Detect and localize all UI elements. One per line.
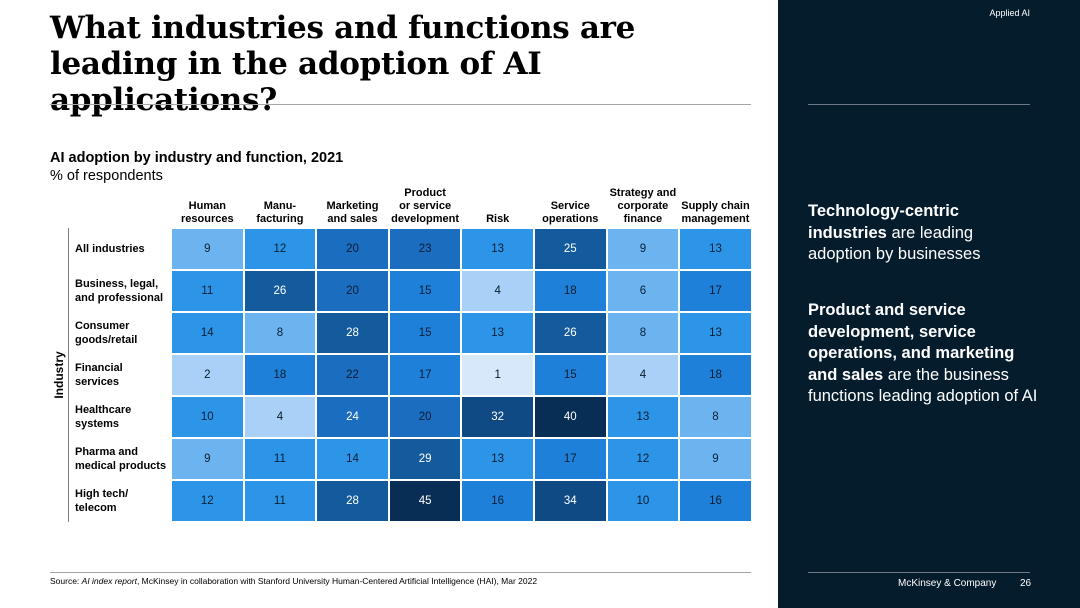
heatmap-cell: 18 — [680, 355, 751, 395]
heatmap-cell: 4 — [607, 355, 679, 395]
key-point-2-rest: are the business functions leading adopt… — [808, 365, 1038, 406]
heatmap-cell: 13 — [462, 229, 533, 269]
row-header: Healthcare systems — [75, 404, 132, 430]
heatmap-cell: 32 — [462, 397, 533, 437]
heatmap-cell: 45 — [389, 481, 461, 521]
heatmap-cell: 13 — [680, 313, 751, 353]
heatmap-cell: 12 — [244, 229, 316, 269]
column-header: Supply chain management — [681, 200, 750, 225]
key-point-1: Technology-centric industries are leadin… — [808, 201, 1038, 266]
heatmap-cell: 8 — [607, 313, 679, 353]
heatmap-cell: 11 — [172, 271, 243, 311]
heatmap-cell: 20 — [317, 271, 388, 311]
heatmap-cell: 4 — [244, 397, 316, 437]
heatmap-cell: 9 — [607, 229, 679, 269]
chart-subtitle: % of respondents — [50, 168, 163, 184]
y-axis-line — [68, 228, 69, 522]
title-divider — [50, 104, 751, 105]
column-header: Service operations — [542, 200, 599, 225]
heatmap-cell: 29 — [389, 439, 461, 479]
heatmap-cell: 15 — [389, 313, 461, 353]
heatmap-cell: 8 — [244, 313, 316, 353]
heatmap-cell: 10 — [172, 397, 243, 437]
heatmap-cell: 13 — [462, 313, 533, 353]
heatmap-cell: 14 — [317, 439, 388, 479]
footer-brand: McKinsey & Company — [898, 578, 997, 589]
heatmap-cell: 16 — [680, 481, 751, 521]
row-header: High tech/ telecom — [75, 488, 129, 514]
key-point-2: Product and service development, service… — [808, 300, 1038, 408]
column-header: Marketing and sales — [326, 200, 379, 225]
heatmap-cell: 10 — [607, 481, 679, 521]
section-tag: Applied AI — [989, 8, 1030, 18]
sidebar-divider-top — [808, 104, 1030, 105]
source-note: Source: AI index report, McKinsey in col… — [50, 576, 537, 586]
heatmap-cell: 11 — [244, 481, 316, 521]
column-header: Human resources — [181, 200, 234, 225]
heatmap-cell: 13 — [607, 397, 679, 437]
key-point-1-rest: are leading adoption by businesses — [808, 223, 981, 264]
heatmap-cell: 28 — [317, 313, 388, 353]
heatmap-cell: 17 — [389, 355, 461, 395]
heatmap-cell: 11 — [244, 439, 316, 479]
row-header: Business, legal, and professional — [75, 278, 164, 304]
heatmap-cell: 18 — [244, 355, 316, 395]
heatmap-cell: 16 — [462, 481, 533, 521]
source-rest: , McKinsey in collaboration with Stanfor… — [136, 576, 538, 586]
sidebar: Applied AI Technology-centric industries… — [778, 0, 1080, 608]
heatmap-cell: 1 — [462, 355, 533, 395]
heatmap-cell: 26 — [244, 271, 316, 311]
source-prefix: Source: — [50, 576, 82, 586]
heatmap-cell: 17 — [535, 439, 606, 479]
column-header: Risk — [486, 213, 510, 225]
source-report: AI index report — [81, 576, 137, 586]
heatmap-cell: 6 — [607, 271, 679, 311]
sidebar-divider-bottom — [808, 572, 1030, 573]
column-header: Strategy and corporate finance — [609, 187, 677, 225]
key-point-2-bold: Product and service development, service… — [808, 301, 1015, 384]
heatmap-cell: 15 — [389, 271, 461, 311]
column-header: Product or service development — [391, 187, 460, 225]
heatmap-cell: 20 — [389, 397, 461, 437]
heatmap-cell: 40 — [535, 397, 606, 437]
heatmap-cell: 4 — [462, 271, 533, 311]
heatmap-cell: 25 — [535, 229, 606, 269]
column-header: Manu- facturing — [256, 200, 304, 225]
row-header: All industries — [75, 243, 145, 255]
heatmap-cell: 34 — [535, 481, 606, 521]
row-header: Pharma and medical products — [75, 446, 167, 472]
heatmap-cell: 15 — [535, 355, 606, 395]
heatmap-cell: 20 — [317, 229, 388, 269]
page-title: What industries and functions are leadin… — [50, 10, 636, 118]
heatmap-cell: 17 — [680, 271, 751, 311]
heatmap-cell: 12 — [607, 439, 679, 479]
heatmap-cell: 9 — [680, 439, 751, 479]
heatmap-cell: 24 — [317, 397, 388, 437]
page-number: 26 — [1020, 578, 1032, 589]
heatmap-cell: 13 — [462, 439, 533, 479]
y-axis-label: Industry — [52, 351, 66, 399]
heatmap-cell: 14 — [172, 313, 243, 353]
heatmap-cell: 18 — [535, 271, 606, 311]
heatmap-cell: 22 — [317, 355, 388, 395]
chart-title: AI adoption by industry and function, 20… — [50, 150, 344, 166]
row-header: Consumer goods/retail — [75, 320, 138, 346]
heatmap-cell: 12 — [172, 481, 243, 521]
heatmap-cell: 9 — [172, 439, 243, 479]
key-point-1-bold: Technology-centric industries — [808, 202, 959, 242]
heatmap-cell: 13 — [680, 229, 751, 269]
heatmap-cell: 26 — [535, 313, 606, 353]
source-divider — [50, 572, 751, 573]
heatmap-cell: 9 — [172, 229, 243, 269]
heatmap-cell: 8 — [680, 397, 751, 437]
row-header: Financial services — [75, 362, 123, 388]
heatmap-cell: 28 — [317, 481, 388, 521]
heatmap-cell: 23 — [389, 229, 461, 269]
heatmap-cell: 2 — [172, 355, 243, 395]
